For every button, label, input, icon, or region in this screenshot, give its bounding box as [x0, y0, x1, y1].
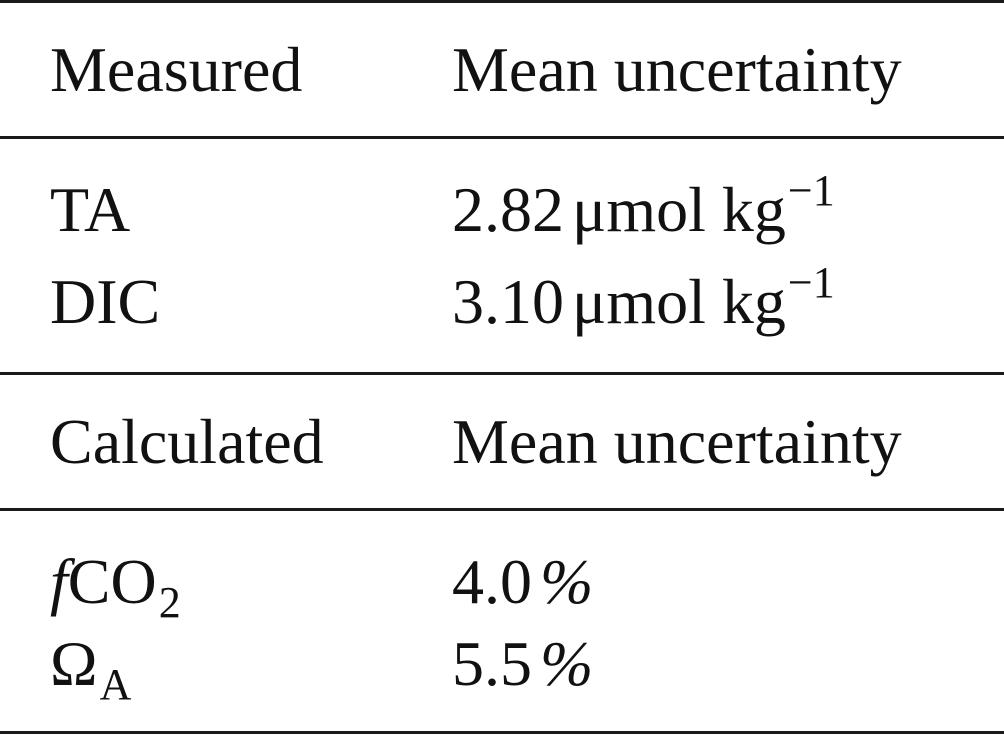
- row-omega-unit: %: [540, 628, 594, 699]
- row-dic-exponent: −1: [787, 258, 835, 307]
- header-mean-uncertainty-2: Mean uncertainty: [452, 406, 902, 477]
- row-fco2-subscript: 2: [158, 578, 181, 627]
- row-dic-value: 3.10 μmol kg−1: [452, 261, 835, 334]
- row-dic-unit: μmol kg: [572, 266, 786, 337]
- bottom-rule: [0, 731, 1004, 734]
- header-rule-2: [0, 508, 1004, 511]
- row-fco2-prefix: f: [50, 546, 68, 617]
- row-ta-number: 2.82: [452, 174, 564, 245]
- row-dic-number: 3.10: [452, 266, 564, 337]
- row-omega-name: ΩA: [50, 632, 131, 707]
- row-fco2-value: 4.0%: [452, 550, 593, 614]
- row-ta-unit: μmol kg: [572, 174, 786, 245]
- row-omega-value: 5.5%: [452, 632, 593, 696]
- row-fco2-base: CO: [67, 546, 157, 617]
- row-ta-exponent: −1: [787, 166, 835, 215]
- row-fco2-number: 4.0: [452, 546, 532, 617]
- header-measured: Measured: [50, 34, 303, 105]
- top-rule: [0, 0, 1004, 3]
- row-omega-base: Ω: [50, 628, 98, 699]
- row-ta-name: TA: [50, 174, 131, 245]
- section-rule: [0, 372, 1004, 375]
- row-fco2-unit: %: [540, 546, 594, 617]
- row-dic-name: DIC: [50, 266, 161, 337]
- row-ta-value: 2.82 μmol kg−1: [452, 169, 835, 242]
- header-calculated: Calculated: [50, 406, 324, 477]
- header-mean-uncertainty-1: Mean uncertainty: [452, 34, 902, 105]
- header-rule-1: [0, 136, 1004, 139]
- row-omega-number: 5.5: [452, 628, 532, 699]
- row-fco2-name: fCO2: [50, 550, 181, 625]
- row-omega-subscript: A: [99, 660, 132, 709]
